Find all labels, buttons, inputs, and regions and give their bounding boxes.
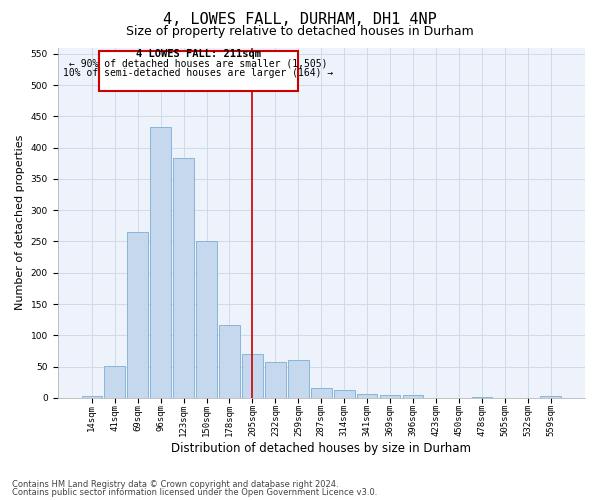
Bar (334, 390, 355, 398)
Bar (219, 326, 240, 398)
Bar (380, 395, 400, 398)
Text: Size of property relative to detached houses in Durham: Size of property relative to detached ho… (126, 25, 474, 38)
Bar (403, 396, 424, 398)
FancyBboxPatch shape (99, 50, 298, 92)
Bar (288, 360, 308, 398)
Y-axis label: Number of detached properties: Number of detached properties (15, 135, 25, 310)
Text: ← 90% of detached houses are smaller (1,505): ← 90% of detached houses are smaller (1,… (69, 58, 328, 68)
Bar (104, 366, 125, 398)
Bar (173, 158, 194, 398)
Bar (311, 388, 332, 398)
Bar (151, 127, 171, 398)
Bar (541, 396, 561, 398)
X-axis label: Distribution of detached houses by size in Durham: Distribution of detached houses by size … (171, 442, 471, 455)
Text: 10% of semi-detached houses are larger (164) →: 10% of semi-detached houses are larger (… (64, 68, 334, 78)
Bar (357, 394, 377, 398)
Bar (196, 242, 217, 398)
Text: Contains HM Land Registry data © Crown copyright and database right 2024.: Contains HM Land Registry data © Crown c… (12, 480, 338, 489)
Bar (265, 362, 286, 398)
Bar (127, 232, 148, 398)
Text: Contains public sector information licensed under the Open Government Licence v3: Contains public sector information licen… (12, 488, 377, 497)
Bar (242, 354, 263, 398)
Text: 4, LOWES FALL, DURHAM, DH1 4NP: 4, LOWES FALL, DURHAM, DH1 4NP (163, 12, 437, 28)
Text: 4 LOWES FALL: 211sqm: 4 LOWES FALL: 211sqm (136, 49, 261, 59)
Bar (82, 396, 102, 398)
